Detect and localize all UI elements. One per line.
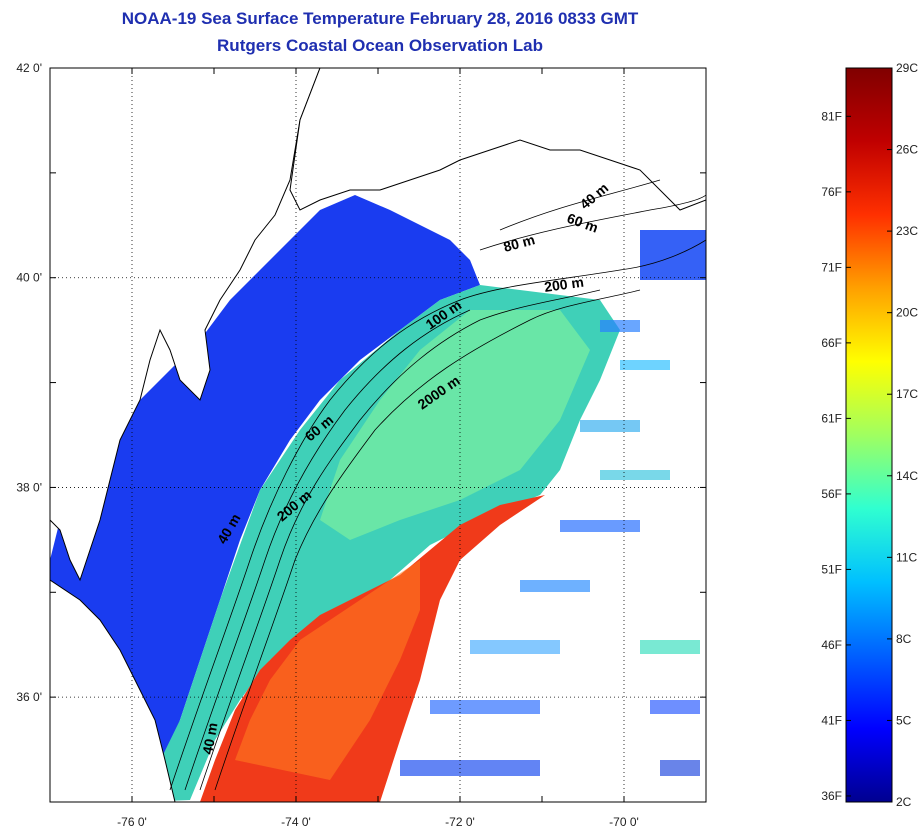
- land-carolinas: [50, 579, 176, 802]
- depth-label-80m: 80 m: [502, 231, 537, 255]
- map-area: 40 m 60 m 80 m 200 m 100 m 2000 m 60 m 2…: [50, 68, 706, 802]
- colorbar-fahrenheit-label: 76F: [821, 185, 842, 199]
- colorbar-fahrenheit-label: 71F: [821, 260, 842, 274]
- lat-tick-label: 40 0': [16, 271, 42, 285]
- land-new-england: [289, 68, 706, 211]
- colorbar-fahrenheit-label: 66F: [821, 336, 842, 350]
- colorbar-celsius-label: 8C: [896, 632, 912, 646]
- cloud-broken-sst: [400, 230, 706, 776]
- depth-label-40m-south: 40 m: [199, 721, 220, 755]
- map-grid: [50, 68, 706, 802]
- depth-label-200m-ne: 200 m: [543, 274, 585, 295]
- colorbar-celsius-label: 2C: [896, 795, 912, 809]
- gulf-stream-core: [235, 560, 420, 780]
- colorbar-celsius-label: 23C: [896, 224, 918, 238]
- lon-tick-label: -74 0': [281, 815, 311, 829]
- colorbar-fahrenheit-label: 36F: [821, 789, 842, 803]
- map-subtitle: Rutgers Coastal Ocean Observation Lab: [217, 36, 543, 55]
- axis-ticks: 42 0' 40 0' 38 0' 36 0' -76 0' -74 0' -72 0' -7…: [16, 61, 707, 829]
- colorbar-labels: 29C 26C 23C 20C 17C 14C 11C 8C 5C 2C 81F 76F 71F 66F 6…: [821, 61, 918, 809]
- colorbar-celsius-label: 5C: [896, 713, 912, 727]
- colorbar-fahrenheit-label: 81F: [821, 109, 842, 123]
- colorbar-celsius-label: 20C: [896, 306, 918, 320]
- lon-tick-label: -72 0': [445, 815, 475, 829]
- colorbar-fahrenheit-label: 51F: [821, 562, 842, 576]
- colorbar-fahrenheit-label: 41F: [821, 713, 842, 727]
- colorbar-celsius-label: 26C: [896, 143, 918, 157]
- lat-tick-label: 38 0': [16, 480, 42, 494]
- colorbar: [845, 67, 893, 803]
- lon-tick-label: -76 0': [117, 815, 147, 829]
- lon-tick-label: -70 0': [609, 815, 639, 829]
- isobath-lines: [169, 179, 706, 791]
- land-mid-atlantic: [50, 68, 321, 582]
- lat-tick-label: 36 0': [16, 690, 42, 704]
- shelf-water: [50, 195, 480, 802]
- colorbar-celsius-label: 29C: [896, 61, 918, 75]
- colorbar-celsius-label: 11C: [896, 550, 917, 564]
- colorbar-fahrenheit-label: 56F: [821, 487, 842, 501]
- lat-tick-label: 42 0': [16, 61, 42, 75]
- colorbar-fahrenheit-label: 46F: [821, 638, 842, 652]
- map-title: NOAA-19 Sea Surface Temperature February…: [121, 9, 639, 28]
- mid-slope: [320, 310, 590, 540]
- colorbar-celsius-label: 17C: [896, 387, 918, 401]
- colorbar-fahrenheit-label: 61F: [821, 411, 842, 425]
- colorbar-celsius-label: 14C: [896, 469, 918, 483]
